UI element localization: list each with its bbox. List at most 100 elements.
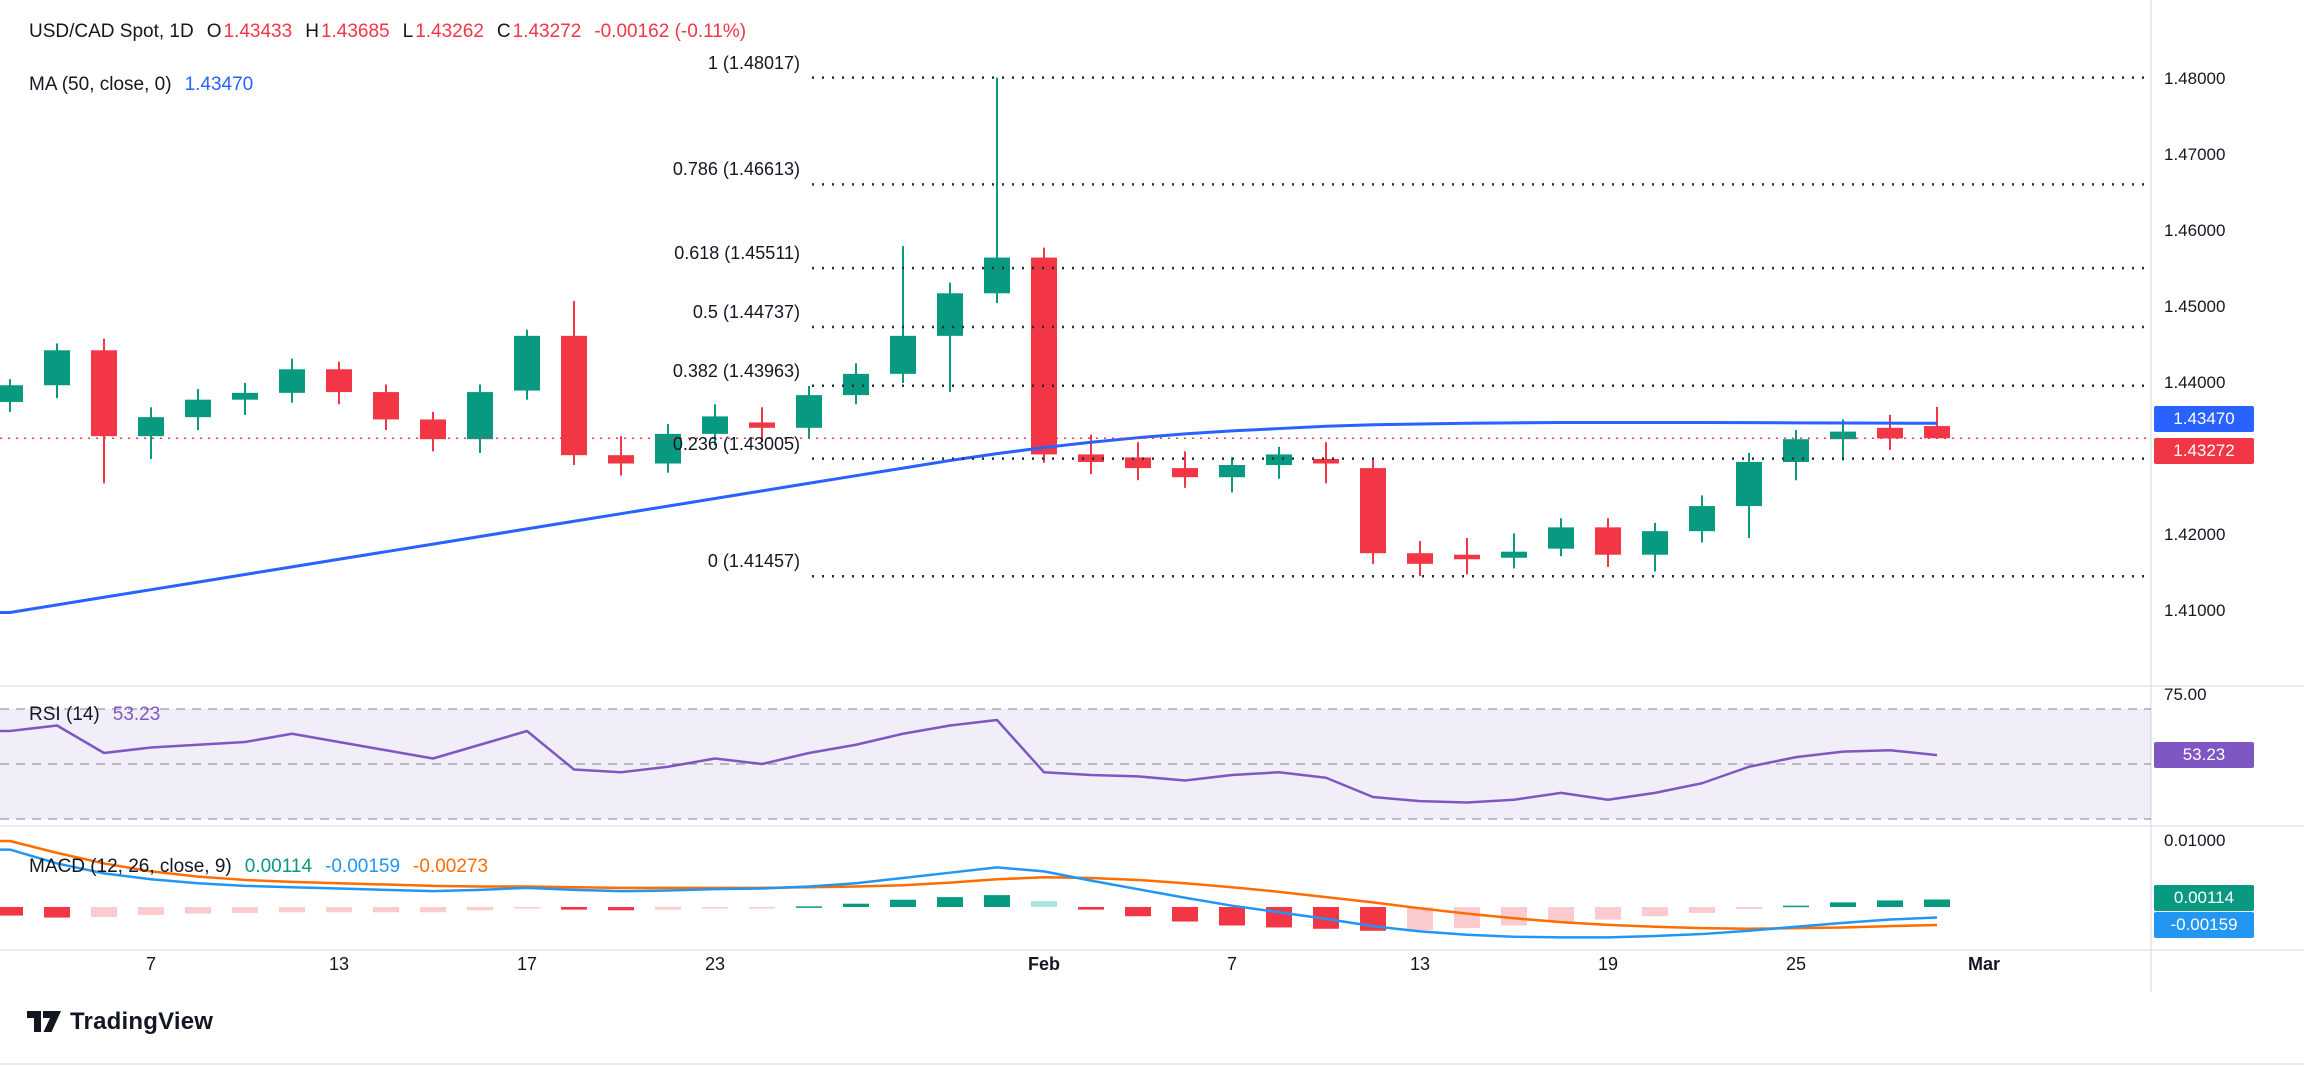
time-axis-label[interactable]: 19 xyxy=(1597,954,1619,974)
time-axis-label[interactable]: 13 xyxy=(328,954,350,974)
rsi-axis-label[interactable]: 75.00 xyxy=(2164,685,2207,704)
close-label: C xyxy=(496,21,511,42)
candle[interactable] xyxy=(91,338,117,484)
macd-histogram-bar xyxy=(514,907,540,909)
candle[interactable] xyxy=(1548,518,1574,557)
ma-legend[interactable]: MA (50, close, 0) 1.43470 xyxy=(29,73,253,97)
candle[interactable] xyxy=(1313,442,1339,484)
candle[interactable] xyxy=(1172,451,1198,488)
main-legend[interactable]: USD/CAD Spot, 1D O 1.43433 H 1.43685 L 1.43… xyxy=(29,20,746,44)
candle[interactable] xyxy=(326,361,352,405)
candlestick-series[interactable] xyxy=(0,77,1950,577)
fib-level-label[interactable]: 0.5 (1.44737) xyxy=(692,301,800,322)
fib-level-label[interactable]: 1 (1.48017) xyxy=(707,52,800,73)
rsi-label[interactable]: RSI (14) xyxy=(29,704,100,725)
macd-histogram-bar xyxy=(467,907,493,911)
macd-histogram-bar xyxy=(1501,907,1527,926)
time-axis-label[interactable]: Feb xyxy=(1027,954,1061,974)
macd-legend[interactable]: MACD (12, 26, close, 9) 0.00114 -0.00159… xyxy=(29,855,488,879)
candle[interactable] xyxy=(1125,442,1151,481)
macd-histogram-bar xyxy=(0,907,23,916)
macd-histogram-bar xyxy=(890,899,916,907)
low-label: L xyxy=(402,21,414,42)
macd-histogram-bar xyxy=(138,907,164,915)
price-axis-label[interactable]: 1.48000 xyxy=(2164,68,2226,88)
macd-histogram-bar xyxy=(796,906,822,908)
time-axis-label[interactable]: 7 xyxy=(1226,954,1238,974)
candle[interactable] xyxy=(1877,414,1903,450)
candle[interactable] xyxy=(1783,430,1809,481)
candle[interactable] xyxy=(138,407,164,459)
candle[interactable] xyxy=(1031,247,1057,463)
candle[interactable] xyxy=(467,384,493,453)
candle[interactable] xyxy=(1736,452,1762,539)
macd-pane[interactable] xyxy=(0,839,1950,939)
change-value: -0.00162 (-0.11%) xyxy=(594,21,747,42)
candle[interactable] xyxy=(1595,518,1621,567)
price-axis-label[interactable]: 1.42000 xyxy=(2164,524,2226,544)
fib-level-label[interactable]: 0.382 (1.43963) xyxy=(672,360,800,381)
time-axis-label[interactable]: 13 xyxy=(1409,954,1431,974)
ma-label[interactable]: MA (50, close, 0) xyxy=(29,74,172,95)
rsi-pane[interactable] xyxy=(0,708,2151,820)
macd-histogram-bar xyxy=(1689,907,1715,913)
ma50-line[interactable] xyxy=(0,420,1938,614)
candle[interactable] xyxy=(1360,458,1386,564)
tradingview-logo-text: TradingView xyxy=(70,1008,214,1035)
candle[interactable] xyxy=(514,329,540,400)
rsi-legend[interactable]: RSI (14) 53.23 xyxy=(29,703,160,727)
ma-price-badge: 1.43470 xyxy=(2154,406,2254,432)
candle[interactable] xyxy=(702,404,728,446)
candle[interactable] xyxy=(1219,457,1245,493)
candle[interactable] xyxy=(984,77,1010,304)
time-axis-label[interactable]: 23 xyxy=(704,954,726,974)
candle[interactable] xyxy=(843,363,869,405)
time-axis-label[interactable]: 7 xyxy=(145,954,157,974)
price-axis-label[interactable]: 1.45000 xyxy=(2164,296,2226,316)
candle[interactable] xyxy=(279,358,305,403)
price-axis-label[interactable]: 1.46000 xyxy=(2164,220,2226,240)
candle[interactable] xyxy=(185,389,211,431)
candle[interactable] xyxy=(608,436,634,476)
candle[interactable] xyxy=(1689,495,1715,543)
candle[interactable] xyxy=(44,343,70,399)
time-axis-label[interactable]: Mar xyxy=(1967,954,2001,974)
candle[interactable] xyxy=(749,407,775,443)
fib-level-label[interactable]: 0 (1.41457) xyxy=(707,551,800,572)
symbol-title[interactable]: USD/CAD Spot, 1D xyxy=(29,21,194,42)
macd-axis-label[interactable]: 0.01000 xyxy=(2164,831,2226,850)
candle[interactable] xyxy=(1642,522,1668,572)
candle[interactable] xyxy=(0,379,23,412)
time-axis-label[interactable]: 17 xyxy=(516,954,538,974)
candle[interactable] xyxy=(420,411,446,452)
candle[interactable] xyxy=(655,424,681,473)
candle[interactable] xyxy=(232,382,258,415)
price-axis-label[interactable]: 1.44000 xyxy=(2164,372,2226,392)
price-axis-label[interactable]: 1.47000 xyxy=(2164,144,2226,164)
time-axis-label[interactable]: 25 xyxy=(1785,954,1807,974)
candle[interactable] xyxy=(796,386,822,438)
candle[interactable] xyxy=(1454,538,1480,575)
tradingview-logo[interactable]: TradingView xyxy=(27,1008,213,1036)
candle[interactable] xyxy=(1407,541,1433,577)
fib-level-label[interactable]: 0.786 (1.46613) xyxy=(672,159,800,180)
candle[interactable] xyxy=(1266,446,1292,479)
macd-signal-value: -0.00273 xyxy=(413,856,489,877)
macd-histogram-bar xyxy=(1125,907,1151,917)
candle[interactable] xyxy=(1830,419,1856,461)
tradingview-logo-icon xyxy=(27,1011,61,1032)
macd-label[interactable]: MACD (12, 26, close, 9) xyxy=(29,856,232,877)
fib-retracement-lines[interactable] xyxy=(812,76,2151,578)
candle[interactable] xyxy=(561,300,587,466)
macd-histogram-bar xyxy=(1078,907,1104,910)
candle[interactable] xyxy=(1501,533,1527,569)
fib-level-label[interactable]: 0.618 (1.45511) xyxy=(674,243,800,264)
candle[interactable] xyxy=(373,384,399,431)
candle[interactable] xyxy=(937,282,963,393)
price-axis-label[interactable]: 1.41000 xyxy=(2164,600,2226,620)
fib-level-label[interactable]: 0.236 (1.43005) xyxy=(672,433,800,454)
candle[interactable] xyxy=(890,246,916,383)
macd-histogram-bar xyxy=(326,907,352,913)
